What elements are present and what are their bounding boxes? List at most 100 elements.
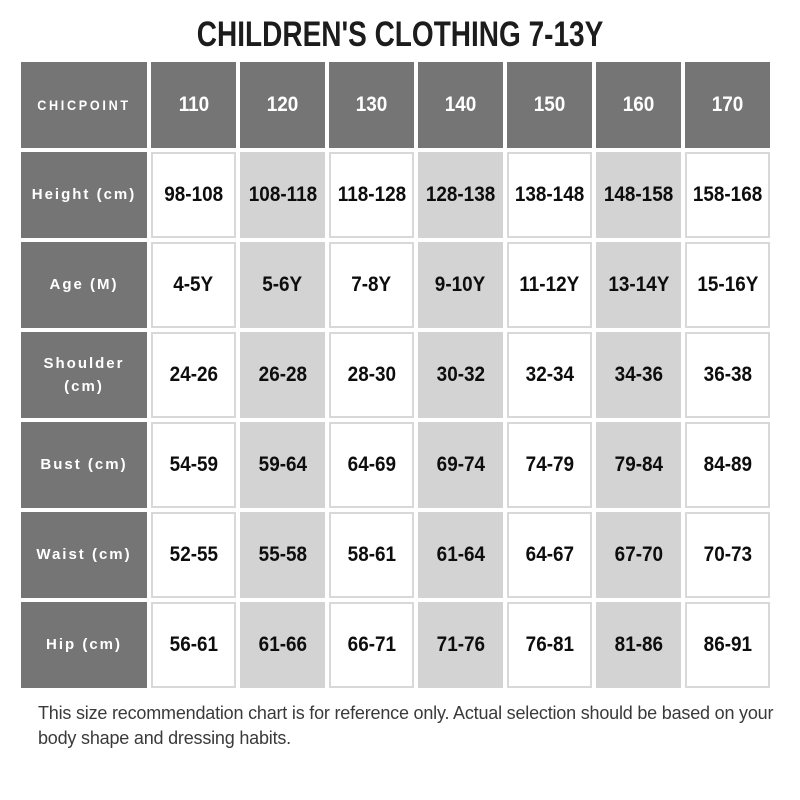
cell-text: 64-67 <box>525 543 574 566</box>
cell-text: 54-59 <box>169 453 218 476</box>
value-cell: 4-5Y <box>151 242 236 328</box>
value-cell: 15-16Y <box>685 242 770 328</box>
page-title: CHILDREN'S CLOTHING 7-13Y <box>0 0 800 58</box>
table-row: Waist (cm) 52-55 55-58 58-61 61-64 64-67 67-70… <box>21 512 770 598</box>
cell-text: 61-66 <box>258 633 307 656</box>
cell-text: 55-58 <box>258 543 307 566</box>
cell-text: 71-76 <box>436 633 485 656</box>
header-row: CHICPOINT 110 120 130 140 150 160 170 <box>21 62 770 148</box>
cell-text: 28-30 <box>347 363 396 386</box>
cell-text: 160 <box>622 93 655 116</box>
cell-text: 7-8Y <box>351 273 392 296</box>
cell-text: 59-64 <box>258 453 307 476</box>
cell-text: 70-73 <box>703 543 752 566</box>
cell-text: 52-55 <box>169 543 218 566</box>
cell-text: 32-34 <box>525 363 574 386</box>
size-chart-body: Height (cm) 98-108 108-118 118-128 128-138 13… <box>21 152 770 688</box>
value-cell: 98-108 <box>151 152 236 238</box>
value-cell: 59-64 <box>240 422 325 508</box>
value-cell: 34-36 <box>596 332 681 418</box>
value-cell: 70-73 <box>685 512 770 598</box>
value-cell: 84-89 <box>685 422 770 508</box>
cell-text: 66-71 <box>347 633 396 656</box>
value-cell: 108-118 <box>240 152 325 238</box>
value-cell: 128-138 <box>418 152 503 238</box>
row-label-cell: Bust (cm) <box>21 422 147 508</box>
cell-text: 110 <box>178 93 209 116</box>
cell-text: 120 <box>266 93 299 116</box>
cell-text: 81-86 <box>614 633 663 656</box>
table-row: Hip (cm) 56-61 61-66 66-71 71-76 76-81 81-86 86… <box>21 602 770 688</box>
size-header-cell-110: 110 <box>151 62 236 148</box>
value-cell: 71-76 <box>418 602 503 688</box>
row-label-cell: Height (cm) <box>21 152 147 238</box>
value-cell: 54-59 <box>151 422 236 508</box>
cell-text: 67-70 <box>614 543 663 566</box>
value-cell: 9-10Y <box>418 242 503 328</box>
cell-text: 158-168 <box>692 183 763 206</box>
value-cell: 86-91 <box>685 602 770 688</box>
value-cell: 28-30 <box>329 332 414 418</box>
cell-text: 11-12Y <box>519 273 580 296</box>
cell-text: 98-108 <box>164 183 223 206</box>
cell-text: 34-36 <box>614 363 663 386</box>
cell-text: 74-79 <box>525 453 574 476</box>
value-cell: 67-70 <box>596 512 681 598</box>
row-label-cell: Hip (cm) <box>21 602 147 688</box>
page-title-text: CHILDREN'S CLOTHING 7-13Y <box>196 15 604 54</box>
row-label-cell: Waist (cm) <box>21 512 147 598</box>
value-cell: 13-14Y <box>596 242 681 328</box>
table-row: Height (cm) 98-108 108-118 118-128 128-138 13… <box>21 152 770 238</box>
cell-text: 108-118 <box>248 183 317 206</box>
cell-text: 69-74 <box>436 453 485 476</box>
cell-text: 9-10Y <box>435 273 486 296</box>
cell-text: 58-61 <box>347 543 396 566</box>
value-cell: 118-128 <box>329 152 414 238</box>
cell-text: 13-14Y <box>608 273 669 296</box>
cell-text: 5-6Y <box>262 273 303 296</box>
disclaimer-note: This size recommendation chart is for re… <box>38 703 774 748</box>
cell-text: 76-81 <box>525 633 574 656</box>
value-cell: 7-8Y <box>329 242 414 328</box>
value-cell: 64-67 <box>507 512 592 598</box>
value-cell: 61-64 <box>418 512 503 598</box>
cell-text: CHICPOINT <box>37 97 131 113</box>
value-cell: 79-84 <box>596 422 681 508</box>
cell-text: 36-38 <box>703 363 752 386</box>
size-header-cell-170: 170 <box>685 62 770 148</box>
value-cell: 148-158 <box>596 152 681 238</box>
value-cell: 74-79 <box>507 422 592 508</box>
row-label-cell: Shoulder (cm) <box>21 332 147 418</box>
value-cell: 61-66 <box>240 602 325 688</box>
value-cell: 52-55 <box>151 512 236 598</box>
size-header-cell-140: 140 <box>418 62 503 148</box>
cell-text: 148-158 <box>603 183 674 206</box>
brand-header-cell: CHICPOINT <box>21 62 147 148</box>
cell-text: 64-69 <box>347 453 396 476</box>
cell-text: 84-89 <box>703 453 752 476</box>
value-cell: 11-12Y <box>507 242 592 328</box>
cell-text: 15-16Y <box>697 273 758 296</box>
cell-text: 138-148 <box>514 183 585 206</box>
value-cell: 81-86 <box>596 602 681 688</box>
cell-text: 26-28 <box>258 363 307 386</box>
value-cell: 32-34 <box>507 332 592 418</box>
row-label-cell: Age (M) <box>21 242 147 328</box>
size-header-cell-120: 120 <box>240 62 325 148</box>
cell-text: 130 <box>355 93 388 116</box>
cell-text: 61-64 <box>436 543 485 566</box>
value-cell: 76-81 <box>507 602 592 688</box>
size-header-cell-150: 150 <box>507 62 592 148</box>
value-cell: 66-71 <box>329 602 414 688</box>
value-cell: 26-28 <box>240 332 325 418</box>
cell-text: 118-128 <box>337 183 406 206</box>
cell-text: 170 <box>711 93 744 116</box>
value-cell: 158-168 <box>685 152 770 238</box>
value-cell: 64-69 <box>329 422 414 508</box>
cell-text: 56-61 <box>169 633 218 656</box>
table-row: Bust (cm) 54-59 59-64 64-69 69-74 74-79 79-84 8… <box>21 422 770 508</box>
size-chart-table: CHICPOINT 110 120 130 140 150 160 170 Height (c… <box>17 58 774 692</box>
cell-text: 79-84 <box>614 453 663 476</box>
cell-text: 30-32 <box>436 363 485 386</box>
